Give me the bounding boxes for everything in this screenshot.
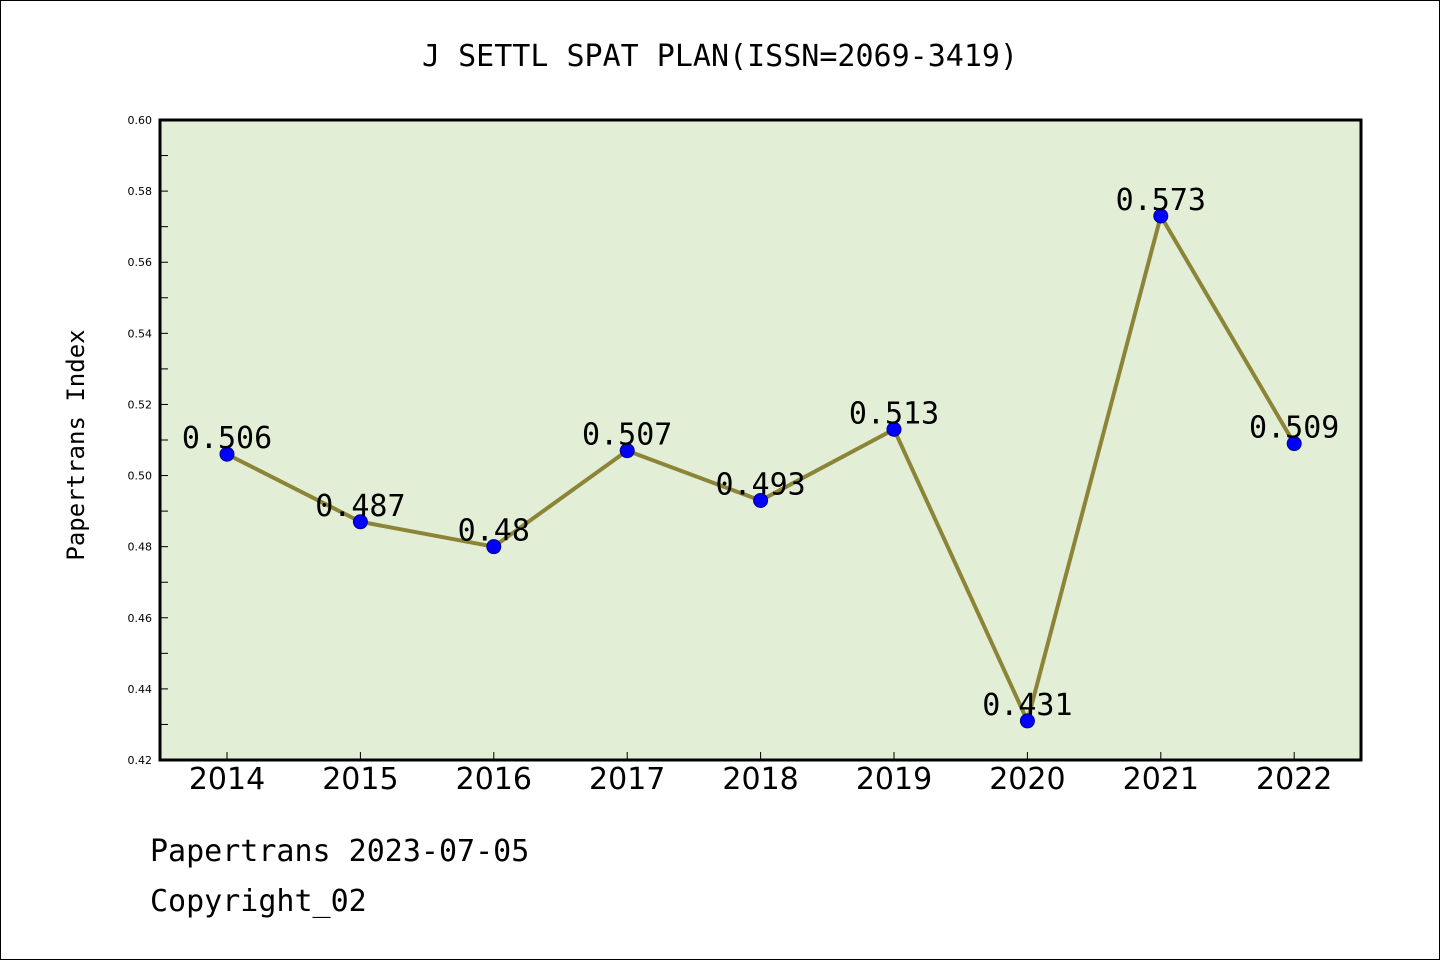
- data-label: 0.513: [849, 396, 939, 431]
- data-label: 0.487: [315, 489, 405, 524]
- data-point: [1286, 436, 1302, 452]
- y-tick-label: 0.58: [128, 185, 153, 198]
- plot-border: [158, 118, 1363, 762]
- data-label: 0.48: [458, 514, 530, 549]
- x-tick-label: 2020: [989, 762, 1065, 797]
- data-label: 0.507: [582, 418, 672, 453]
- x-tick-label: 2014: [189, 762, 265, 797]
- x-tick-label: 2015: [322, 762, 398, 797]
- data-point: [619, 443, 635, 459]
- data-point: [1019, 713, 1035, 729]
- y-tick-label: 0.42: [128, 754, 153, 767]
- y-tick-label: 0.48: [128, 541, 153, 554]
- x-tick-label: 2017: [589, 762, 665, 797]
- data-label: 0.431: [982, 688, 1072, 723]
- data-point: [1153, 208, 1169, 224]
- footer-copyright: Copyright_02: [150, 884, 367, 919]
- chart-title: J SETTL SPAT PLAN(ISSN=2069-3419): [422, 39, 1018, 74]
- data-point: [486, 539, 502, 555]
- x-tick-label: 2022: [1256, 762, 1332, 797]
- data-point: [219, 446, 235, 462]
- data-label: 0.493: [715, 467, 805, 502]
- data-label: 0.509: [1249, 411, 1339, 446]
- y-tick-label: 0.54: [128, 327, 153, 340]
- data-point: [753, 492, 769, 508]
- footer-source: Papertrans 2023-07-05: [150, 834, 530, 869]
- x-tick-label: 2019: [856, 762, 932, 797]
- y-tick-label: 0.60: [128, 114, 153, 127]
- series-markers: [219, 208, 1302, 729]
- y-tick-label: 0.50: [128, 470, 153, 483]
- data-label: 0.573: [1116, 183, 1206, 218]
- x-tick-label: 2018: [722, 762, 798, 797]
- data-label: 0.506: [182, 421, 272, 456]
- x-tick-label: 2016: [456, 762, 532, 797]
- y-tick-label: 0.52: [128, 398, 153, 411]
- data-point: [886, 421, 902, 437]
- data-point: [352, 514, 368, 530]
- x-axis: 2014 2015 2016 2017 2018 2019 2020 2021 2022: [189, 752, 1332, 797]
- y-axis-label: Papertrans Index: [62, 329, 90, 560]
- data-labels: 0.506 0.487 0.48 0.507 0.493 0.513 0.431 0.573 0…: [182, 183, 1340, 723]
- plot-area: [160, 120, 1361, 760]
- y-tick-label: 0.56: [128, 256, 153, 269]
- y-tick-label: 0.46: [128, 612, 153, 625]
- x-tick-label: 2021: [1123, 762, 1199, 797]
- y-tick-label: 0.44: [128, 683, 153, 696]
